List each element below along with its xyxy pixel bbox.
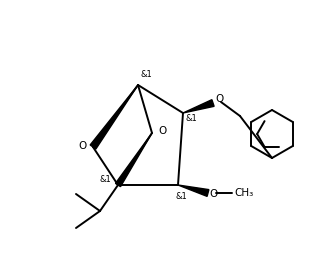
Text: O: O xyxy=(158,126,166,136)
Polygon shape xyxy=(116,133,152,187)
Text: CH₃: CH₃ xyxy=(234,188,253,198)
Polygon shape xyxy=(183,100,214,113)
Polygon shape xyxy=(178,185,209,196)
Text: O: O xyxy=(209,189,217,199)
Text: &1: &1 xyxy=(186,114,198,123)
Polygon shape xyxy=(90,85,138,149)
Text: O: O xyxy=(215,94,223,104)
Text: O: O xyxy=(79,141,87,151)
Text: &1: &1 xyxy=(100,175,112,184)
Text: &1: &1 xyxy=(141,70,153,79)
Text: &1: &1 xyxy=(176,192,188,201)
